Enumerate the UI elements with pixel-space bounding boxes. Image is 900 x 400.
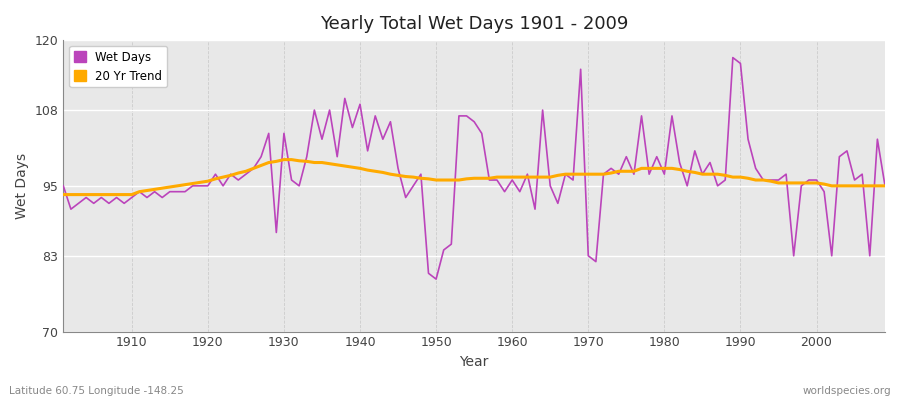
Y-axis label: Wet Days: Wet Days [15,153,29,219]
Legend: Wet Days, 20 Yr Trend: Wet Days, 20 Yr Trend [69,46,166,87]
Text: Latitude 60.75 Longitude -148.25: Latitude 60.75 Longitude -148.25 [9,386,184,396]
Text: worldspecies.org: worldspecies.org [803,386,891,396]
X-axis label: Year: Year [460,355,489,369]
Title: Yearly Total Wet Days 1901 - 2009: Yearly Total Wet Days 1901 - 2009 [320,15,628,33]
